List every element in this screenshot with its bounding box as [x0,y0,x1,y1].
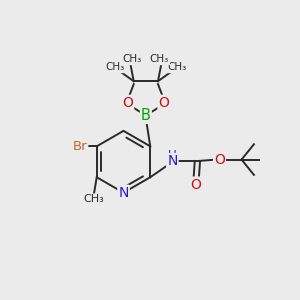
Text: O: O [122,96,133,110]
Text: CH₃: CH₃ [83,194,104,204]
Text: O: O [214,153,225,166]
Text: CH₃: CH₃ [105,62,124,72]
Text: O: O [190,178,201,192]
Text: CH₃: CH₃ [123,54,142,64]
Text: O: O [158,96,169,110]
Text: H: H [168,149,177,162]
Text: CH₃: CH₃ [167,62,187,72]
Text: CH₃: CH₃ [150,54,169,64]
Text: N: N [167,154,178,168]
Text: B: B [141,108,151,123]
Text: Br: Br [73,140,87,153]
Text: N: N [118,186,129,200]
